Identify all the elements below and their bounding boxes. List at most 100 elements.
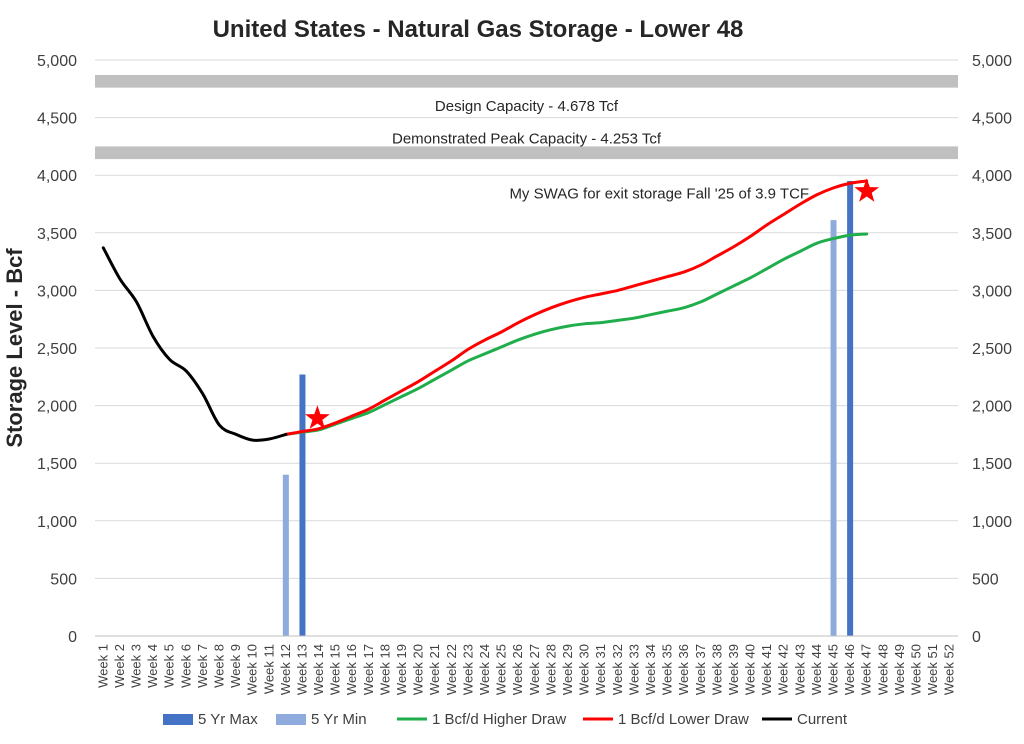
y-axis-label: Storage Level - Bcf [2, 248, 27, 448]
capacity-band [95, 146, 958, 160]
x-tick-label: Week 35 [660, 644, 675, 695]
y-tick-label-right: 4,000 [972, 168, 1012, 185]
x-tick-label: Week 44 [809, 644, 824, 695]
y-tick-label-right: 500 [972, 571, 999, 588]
legend-label: 5 Yr Max [198, 711, 258, 728]
capacity-band [95, 74, 958, 88]
x-tick-label: Week 47 [859, 644, 874, 695]
legend-swatch [163, 714, 193, 725]
y-tick-label-left: 0 [68, 629, 77, 646]
bar-5-yr-max [299, 374, 306, 636]
x-tick-label: Week 22 [444, 644, 459, 695]
x-tick-label: Week 41 [759, 644, 774, 695]
x-tick-label: Week 12 [278, 644, 293, 695]
x-tick-label: Week 27 [527, 644, 542, 695]
annotation-label: Demonstrated Peak Capacity - 4.253 Tcf [392, 130, 662, 147]
y-tick-label-right: 3,000 [972, 283, 1012, 300]
star-marker [854, 178, 880, 202]
series-line-current [101, 246, 288, 442]
series-line-1-bcf-d-lower-draw [284, 179, 869, 436]
x-tick-label: Week 28 [543, 644, 558, 695]
x-tick-label: Week 19 [394, 644, 409, 695]
x-tick-label: Week 46 [842, 644, 857, 695]
y-tick-label-left: 1,500 [37, 456, 77, 473]
y-tick-label-right: 2,500 [972, 341, 1012, 358]
x-tick-label: Week 37 [693, 644, 708, 695]
x-tick-label: Week 3 [128, 644, 143, 688]
y-tick-label-left: 2,000 [37, 399, 77, 416]
x-tick-label: Week 36 [676, 644, 691, 695]
legend-label: 5 Yr Min [311, 711, 367, 728]
x-tick-label: Week 31 [593, 644, 608, 695]
x-tick-label: Week 23 [460, 644, 475, 695]
y-tick-label-right: 3,500 [972, 226, 1012, 243]
line-series [101, 179, 869, 442]
x-tick-label: Week 8 [211, 644, 226, 688]
capacity-bands [95, 74, 958, 160]
x-tick-label: Week 30 [577, 644, 592, 695]
legend: 5 Yr Max 5 Yr Min 1 Bcf/d Higher Draw 1 Bcf… [163, 711, 848, 728]
y-tick-label-left: 4,500 [37, 111, 77, 128]
x-tick-label: Week 15 [328, 644, 343, 695]
x-tick-label: Week 40 [743, 644, 758, 695]
y-tick-label-right: 2,000 [972, 399, 1012, 416]
annotation-label: My SWAG for exit storage Fall '25 of 3.9… [509, 186, 809, 203]
x-tick-label: Week 32 [610, 644, 625, 695]
x-tick-label: Week 9 [228, 644, 243, 688]
y-tick-label-left: 4,000 [37, 168, 77, 185]
x-tick-label: Week 42 [776, 644, 791, 695]
y-tick-label-left: 500 [50, 571, 77, 588]
annotation-label: Design Capacity - 4.678 Tcf [435, 98, 619, 115]
legend-label: 1 Bcf/d Lower Draw [618, 711, 749, 728]
x-tick-label: Week 14 [311, 644, 326, 695]
legend-label: Current [797, 711, 848, 728]
x-tick-label: Week 16 [344, 644, 359, 695]
x-tick-label: Week 5 [162, 644, 177, 688]
series-line-1-bcf-d-higher-draw [284, 232, 869, 436]
y-tick-label-left: 2,500 [37, 341, 77, 358]
gridlines [95, 59, 958, 579]
x-tick-label: Week 34 [643, 644, 658, 695]
y-tick-label-left: 3,500 [37, 226, 77, 243]
x-tick-label: Week 18 [377, 644, 392, 695]
y-tick-label-right: 5,000 [972, 53, 1012, 70]
star-marker [305, 405, 330, 429]
x-tick-label: Week 38 [709, 644, 724, 695]
x-tick-label: Week 49 [892, 644, 907, 695]
x-tick-label: Week 25 [494, 644, 509, 695]
x-tick-label: Week 1 [95, 644, 110, 688]
x-tick-label: Week 11 [261, 644, 276, 694]
x-tick-label: Week 2 [112, 644, 127, 688]
x-tick-label: Week 26 [510, 644, 525, 695]
axes: 0 0 500 500 1,000 1,000 1,500 1,500 2,000 2,000 2,… [37, 53, 1012, 695]
x-tick-label: Week 29 [560, 644, 575, 695]
x-tick-label: Week 52 [942, 644, 957, 695]
x-tick-label: Week 24 [477, 644, 492, 695]
y-tick-label-right: 4,500 [972, 111, 1012, 128]
x-tick-label: Week 17 [361, 644, 376, 695]
x-tick-label: Week 50 [909, 644, 924, 695]
y-tick-label-right: 0 [972, 629, 981, 646]
y-tick-label-right: 1,500 [972, 456, 1012, 473]
y-tick-label-left: 1,000 [37, 514, 77, 531]
x-tick-label: Week 51 [925, 644, 940, 695]
x-tick-label: Week 21 [427, 644, 442, 695]
x-tick-label: Week 33 [626, 644, 641, 695]
x-tick-label: Week 43 [792, 644, 807, 695]
annotations: Design Capacity - 4.678 Tcf Demonstrated … [305, 98, 880, 429]
bar-series [282, 180, 854, 637]
bar-5-yr-min [282, 474, 289, 636]
bar-5-yr-min [830, 220, 837, 637]
x-tick-label: Week 39 [726, 644, 741, 695]
x-tick-label: Week 7 [195, 644, 210, 688]
x-tick-label: Week 4 [145, 644, 160, 688]
bar-5-yr-max [847, 180, 854, 636]
y-tick-label-left: 5,000 [37, 53, 77, 70]
x-tick-label: Week 6 [178, 644, 193, 688]
x-tick-label: Week 20 [411, 644, 426, 695]
legend-swatch [276, 714, 306, 725]
x-tick-label: Week 10 [245, 644, 260, 695]
x-tick-label: Week 13 [294, 644, 309, 695]
